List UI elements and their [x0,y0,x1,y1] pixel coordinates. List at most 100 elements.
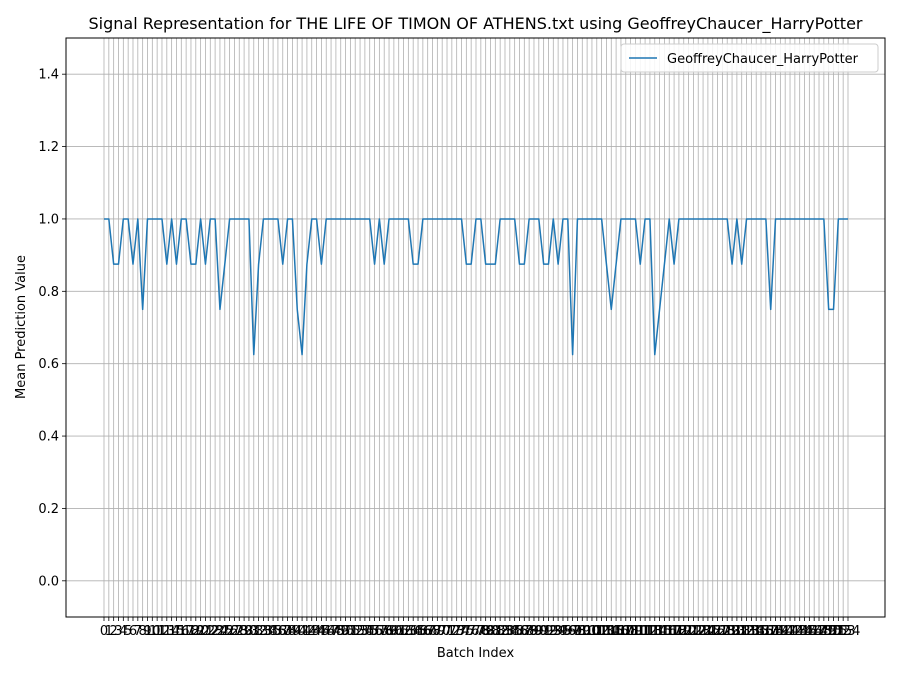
y-tick-label: 0.0 [38,574,59,589]
x-tick-label: 34 [260,624,277,639]
x-tick-label: 18 [183,624,200,639]
x-tick-label: 1 [105,624,113,639]
y-tick-label: 0.6 [38,357,59,372]
x-tick-label: 135 [744,624,769,639]
x-tick-label: 78 [473,624,490,639]
x-tick-label: 124 [691,624,716,639]
x-tick-label: 23 [207,624,224,639]
plot-frame [65,37,886,618]
x-tick-label: 63 [400,624,417,639]
x-tick-label: 14 [163,624,180,639]
x-tick-label: 154 [836,624,861,639]
x-tick-label: 98 [569,624,586,639]
x-tick-label: 116 [652,624,677,639]
x-tick-label: 93 [545,624,562,639]
x-tick-label: 133 [734,624,759,639]
x-tick-label: 48 [328,624,345,639]
x-tick-label: 86 [511,624,528,639]
x-tick-label: 108 [613,624,638,639]
x-tick-label: 6 [129,624,137,639]
x-tick-label: 104 [594,624,619,639]
x-tick-label: 91 [535,624,552,639]
x-tick-label: 125 [695,624,720,639]
x-tick-label: 81 [487,624,504,639]
x-tick-label: 117 [657,624,682,639]
x-tick-label: 22 [202,624,219,639]
x-tick-label: 113 [638,624,663,639]
x-tick-label: 15 [168,624,185,639]
x-tick-label: 54 [357,624,374,639]
x-tick-label: 114 [642,624,667,639]
x-tick-label: 68 [424,624,441,639]
x-tick-label: 95 [555,624,572,639]
x-tick-label: 19 [188,624,205,639]
x-tick-label: 140 [768,624,793,639]
x-tick-label: 88 [521,624,538,639]
x-tick-label: 66 [415,624,432,639]
x-tick-label: 150 [816,624,841,639]
x-tick-label: 121 [676,624,701,639]
x-tick-label: 129 [715,624,740,639]
x-tick-label: 130 [720,624,745,639]
x-tick-label: 120 [671,624,696,639]
x-tick-label: 84 [502,624,519,639]
x-tick-label: 4 [119,624,127,639]
x-tick-label: 61 [390,624,407,639]
legend-box [620,43,879,73]
x-tick-label: 139 [763,624,788,639]
x-tick-label: 110 [623,624,648,639]
x-tick-label: 20 [192,624,209,639]
x-tick-label: 149 [811,624,836,639]
x-tick-label: 97 [564,624,581,639]
x-tick-label: 127 [705,624,730,639]
x-tick-label: 33 [255,624,272,639]
x-tick-label: 49 [332,624,349,639]
x-tick-label: 100 [575,624,600,639]
x-tick-label: 143 [782,624,807,639]
x-tick-label: 87 [516,624,533,639]
x-tick-label: 136 [749,624,774,639]
chart-title: Signal Representation for THE LIFE OF TI… [89,14,863,34]
x-tick-label: 8 [139,624,147,639]
x-tick-label: 119 [666,624,691,639]
x-tick-label: 118 [662,624,687,639]
x-tick-label: 67 [419,624,436,639]
x-tick-label: 41 [294,624,311,639]
x-tick-label: 131 [724,624,749,639]
x-tick-label: 122 [681,624,706,639]
x-tick-label: 82 [492,624,509,639]
x-tick-label: 43 [303,624,320,639]
x-tick-label: 70 [434,624,451,639]
x-tick-label: 64 [405,624,422,639]
x-tick-label: 137 [753,624,778,639]
x-tick-label: 12 [154,624,171,639]
x-tick-label: 112 [633,624,658,639]
x-tick-label: 96 [560,624,577,639]
x-tick-label: 11 [149,624,166,639]
y-axis-label: Mean Prediction Value [14,255,29,399]
x-tick-label: 36 [270,624,287,639]
x-tick-label: 30 [241,624,258,639]
x-axis-label: Batch Index [437,646,515,661]
x-tick-label: 90 [531,624,548,639]
x-tick-label: 126 [700,624,725,639]
y-tick-label: 1.2 [38,140,59,155]
x-tick-label: 3 [114,624,122,639]
x-tick-label: 109 [618,624,643,639]
y-axis: 0.0 0.2 0.4 0.6 0.8 1.0 1.2 1.4 [38,68,66,589]
x-tick-label: 51 [342,624,359,639]
x-tick-label: 0 [100,624,108,639]
x-tick-label: 145 [792,624,817,639]
x-tick-label: 142 [778,624,803,639]
x-tick-label: 56 [366,624,383,639]
x-tick-label: 75 [458,624,475,639]
x-tick-label: 58 [376,624,393,639]
x-tick-label: 57 [371,624,388,639]
x-tick-label: 102 [584,624,609,639]
x-tick-label: 5 [124,624,132,639]
x-tick-label: 32 [250,624,267,639]
x-tick-label: 29 [236,624,253,639]
x-tick-label: 27 [226,624,243,639]
x-tick-label: 111 [628,624,653,639]
